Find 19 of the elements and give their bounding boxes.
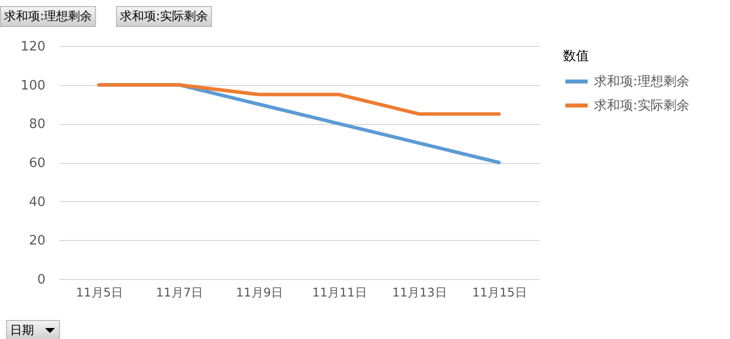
x-tick-label: 11月5日: [76, 286, 123, 300]
x-tick-label: 11月13日: [392, 286, 447, 300]
text: 求和项:实际剩余: [116, 6, 212, 27]
x-tick-label: 11月15日: [472, 286, 527, 300]
legend-label: 求和项:理想剩余: [594, 74, 690, 90]
legend-title: 数值: [563, 49, 589, 64]
x-tick-label: 11月9日: [236, 286, 283, 300]
y-tick-label: 120: [20, 40, 46, 54]
y-tick-label: 40: [28, 194, 46, 210]
legend-label: 求和项:实际剩余: [594, 98, 690, 114]
text: 求和项:理想剩余: [0, 6, 96, 27]
y-tick-label: 0: [37, 272, 46, 288]
y-tick-label: 80: [28, 117, 46, 132]
x-tick-label: 11月7日: [156, 286, 203, 300]
y-tick-label: 20: [28, 234, 46, 249]
y-tick-label: 60: [28, 156, 46, 171]
y-tick-label: 100: [20, 78, 46, 94]
text: 日期: [6, 320, 60, 339]
x-tick-label: 11月11日: [312, 286, 367, 300]
